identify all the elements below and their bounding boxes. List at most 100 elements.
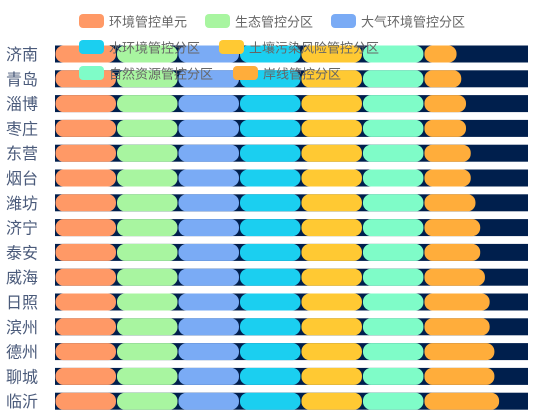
bar-segment-2[interactable] [116,318,178,336]
bar-segment-5[interactable] [301,95,362,113]
bar-segment-7[interactable] [424,367,495,385]
bar-segment-1[interactable] [55,194,116,212]
bar-segment-7[interactable] [424,70,462,88]
bar-segment-2[interactable] [116,219,178,237]
bar-segment-7[interactable] [424,219,481,237]
bar-segment-7[interactable] [424,392,500,410]
bar-segment-1[interactable] [55,243,116,261]
bar-segment-7[interactable] [424,343,495,361]
legend-item-4[interactable]: 水环境管控分区 [79,40,200,57]
bar-segment-1[interactable] [55,144,116,162]
bar-segment-3[interactable] [178,343,239,361]
bar-segment-6[interactable] [362,144,424,162]
bar-segment-2[interactable] [116,169,178,187]
legend-item-1[interactable]: 环境管控单元 [79,14,187,31]
bar-segment-4[interactable] [239,343,301,361]
bar-segment-1[interactable] [55,169,116,187]
bar-segment-6[interactable] [362,169,424,187]
bar-segment-7[interactable] [424,119,467,137]
bar-segment-1[interactable] [55,268,116,286]
bar-segment-2[interactable] [116,144,178,162]
bar-segment-6[interactable] [362,95,424,113]
bar-segment-5[interactable] [301,194,362,212]
bar-segment-2[interactable] [116,293,178,311]
bar-segment-5[interactable] [301,70,362,88]
bar-segment-4[interactable] [239,392,301,410]
legend-item-3[interactable]: 大气环境管控分区 [331,14,465,31]
bar-segment-6[interactable] [362,194,424,212]
bar-segment-4[interactable] [239,144,301,162]
bar-segment-6[interactable] [362,343,424,361]
legend-item-5[interactable]: 土壤污染风险管控分区 [219,40,379,57]
bar-segment-2[interactable] [116,194,178,212]
bar-segment-2[interactable] [116,392,178,410]
bar-segment-4[interactable] [239,194,301,212]
bar-segment-5[interactable] [301,268,362,286]
bar-segment-4[interactable] [239,268,301,286]
bar-segment-2[interactable] [116,343,178,361]
bar-segment-2[interactable] [116,45,178,63]
bar-segment-3[interactable] [178,318,239,336]
bar-segment-6[interactable] [362,392,424,410]
bar-segment-3[interactable] [178,367,239,385]
bar-segment-6[interactable] [362,293,424,311]
bar-segment-5[interactable] [301,392,362,410]
bar-segment-7[interactable] [424,95,467,113]
bar-segment-1[interactable] [55,343,116,361]
bar-segment-3[interactable] [178,169,239,187]
bar-segment-2[interactable] [116,268,178,286]
bar-segment-4[interactable] [239,119,301,137]
bar-segment-3[interactable] [178,70,239,88]
bar-segment-7[interactable] [424,243,481,261]
bar-segment-3[interactable] [178,219,239,237]
bar-segment-5[interactable] [301,144,362,162]
bar-segment-6[interactable] [362,268,424,286]
bar-segment-4[interactable] [239,169,301,187]
bar-segment-3[interactable] [178,194,239,212]
bar-segment-3[interactable] [178,95,239,113]
bar-segment-2[interactable] [116,95,178,113]
bar-segment-3[interactable] [178,243,239,261]
bar-segment-2[interactable] [116,119,178,137]
bar-segment-4[interactable] [239,293,301,311]
bar-segment-7[interactable] [424,194,476,212]
legend-item-6[interactable]: 自然资源管控分区 [79,66,213,83]
bar-segment-1[interactable] [55,392,116,410]
bar-segment-4[interactable] [239,318,301,336]
bar-segment-7[interactable] [424,293,490,311]
bar-segment-5[interactable] [301,119,362,137]
bar-segment-7[interactable] [424,318,490,336]
bar-segment-6[interactable] [362,243,424,261]
bar-segment-7[interactable] [424,144,471,162]
bar-segment-1[interactable] [55,367,116,385]
bar-segment-5[interactable] [301,219,362,237]
bar-segment-2[interactable] [116,243,178,261]
bar-segment-1[interactable] [55,219,116,237]
bar-segment-7[interactable] [424,268,485,286]
bar-segment-3[interactable] [178,268,239,286]
bar-segment-5[interactable] [301,343,362,361]
bar-segment-2[interactable] [116,367,178,385]
bar-segment-5[interactable] [301,45,362,63]
bar-segment-3[interactable] [178,392,239,410]
legend-item-2[interactable]: 生态管控分区 [205,14,313,31]
bar-segment-6[interactable] [362,219,424,237]
legend-item-7[interactable]: 岸线管控分区 [233,66,341,83]
bar-segment-2[interactable] [116,70,178,88]
bar-segment-3[interactable] [178,293,239,311]
bar-segment-1[interactable] [55,318,116,336]
bar-segment-1[interactable] [55,293,116,311]
bar-segment-1[interactable] [55,119,116,137]
bar-segment-5[interactable] [301,243,362,261]
bar-segment-4[interactable] [239,219,301,237]
bar-segment-4[interactable] [239,45,301,63]
bar-segment-1[interactable] [55,95,116,113]
bar-segment-6[interactable] [362,70,424,88]
bar-segment-6[interactable] [362,318,424,336]
bar-segment-6[interactable] [362,45,424,63]
bar-segment-4[interactable] [239,367,301,385]
bar-segment-3[interactable] [178,144,239,162]
bar-segment-5[interactable] [301,318,362,336]
bar-segment-7[interactable] [424,169,471,187]
bar-segment-6[interactable] [362,119,424,137]
